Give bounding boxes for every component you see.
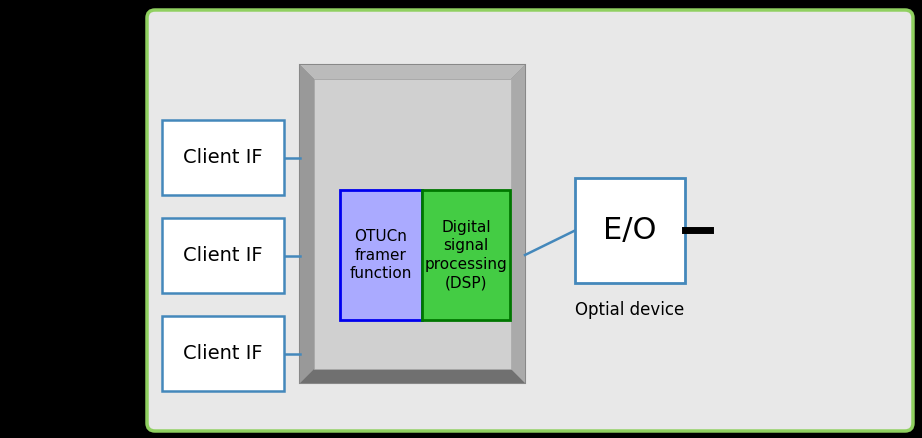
Text: Client IF: Client IF	[183, 148, 263, 167]
FancyBboxPatch shape	[162, 120, 284, 195]
FancyBboxPatch shape	[422, 190, 510, 320]
Bar	[300, 65, 525, 383]
Text: Client IF: Client IF	[183, 246, 263, 265]
Bar	[314, 79, 511, 369]
Text: E/O: E/O	[603, 216, 656, 245]
Text: OTUCn
framer
function: OTUCn framer function	[349, 229, 412, 281]
FancyBboxPatch shape	[162, 218, 284, 293]
FancyBboxPatch shape	[162, 316, 284, 391]
Polygon shape	[300, 65, 525, 79]
Polygon shape	[511, 65, 525, 383]
FancyBboxPatch shape	[147, 10, 913, 431]
Text: Optial device: Optial device	[575, 301, 685, 319]
FancyBboxPatch shape	[575, 178, 685, 283]
Text: Digital
signal
processing
(DSP): Digital signal processing (DSP)	[425, 219, 507, 290]
Text: Client IF: Client IF	[183, 344, 263, 363]
FancyBboxPatch shape	[340, 190, 422, 320]
Polygon shape	[300, 65, 314, 383]
Polygon shape	[300, 369, 525, 383]
